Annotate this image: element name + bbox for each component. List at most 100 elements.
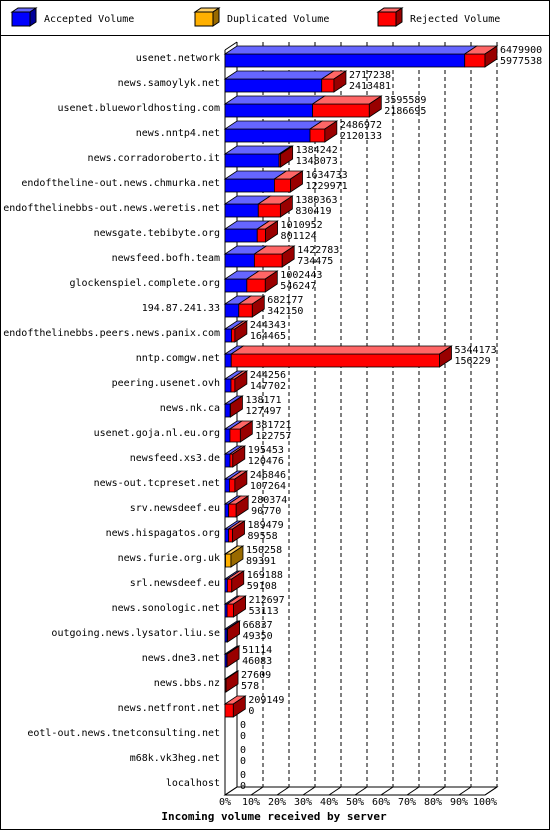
bar-segment	[224, 503, 230, 518]
total-label: 3595589	[384, 95, 426, 106]
bar-segment	[224, 228, 258, 243]
bar-segment	[231, 328, 236, 343]
category-label: news.hispagatos.org	[106, 528, 220, 539]
category-label: news.furie.org.uk	[118, 553, 220, 564]
accepted-label: 147702	[250, 381, 286, 392]
bar-segment	[224, 303, 240, 318]
x-tick-label: 30%	[294, 797, 312, 808]
accepted-label: 122757	[255, 431, 291, 442]
bar-segment	[257, 203, 281, 218]
bar-side	[279, 195, 293, 218]
bar-segment	[312, 103, 370, 118]
bar-side	[232, 695, 246, 718]
category-label: usenet.network	[136, 53, 220, 64]
category-label: news.nntp4.net	[136, 128, 220, 139]
category-label: newsfeed.bofh.team	[112, 253, 220, 264]
bar-side	[484, 45, 498, 68]
total-label: 169188	[247, 570, 283, 581]
accepted-label: 90770	[251, 506, 281, 517]
total-label: 0	[240, 745, 246, 756]
bar-side	[368, 95, 382, 118]
accepted-label: 2413481	[349, 81, 391, 92]
bar-segment	[238, 303, 253, 318]
bar-segment	[224, 178, 275, 193]
x-tick-label: 60%	[372, 797, 390, 808]
category-label: news.bbs.nz	[154, 678, 220, 689]
bar-segment	[224, 78, 323, 93]
total-label: 2486972	[340, 120, 382, 131]
total-label: 51114	[242, 645, 272, 656]
x-axis-label: Incoming volume received by server	[161, 810, 387, 823]
bar-segment	[224, 328, 232, 343]
x-tick-label: 0%	[219, 797, 231, 808]
legend-swatch-side	[29, 7, 37, 27]
category-label: nntp.comgw.net	[136, 353, 220, 364]
accepted-label: 2120133	[340, 131, 382, 142]
total-label: 1384242	[296, 145, 338, 156]
accepted-label: 578	[241, 681, 259, 692]
x-tick-label: 80%	[424, 797, 442, 808]
bar-side	[280, 145, 294, 168]
accepted-label: 546247	[280, 281, 316, 292]
bar-segment	[224, 253, 255, 268]
bar-side	[234, 470, 248, 493]
bar-side	[232, 520, 245, 543]
total-label: 0	[240, 720, 246, 731]
bar-side	[281, 245, 295, 268]
bar-segment	[224, 353, 232, 368]
accepted-label: 830419	[295, 206, 331, 217]
total-label: 5344173	[455, 345, 497, 356]
accepted-label: 1348073	[296, 156, 338, 167]
legend-swatch	[11, 11, 31, 27]
category-label: srv.newsdeef.eu	[130, 503, 220, 514]
bar-segment-top	[223, 95, 326, 105]
bar-side	[333, 70, 347, 93]
x-tick-label: 100%	[473, 797, 497, 808]
bar-segment	[224, 203, 259, 218]
tick-mark	[432, 786, 446, 796]
category-label: localhost	[166, 778, 220, 789]
total-label: 244256	[250, 370, 286, 381]
bar-segment	[225, 553, 232, 568]
bar-segment	[224, 378, 232, 393]
tick-mark	[354, 786, 368, 796]
category-label: news.netfront.net	[118, 703, 220, 714]
total-label: 381721	[255, 420, 291, 431]
bar-segment	[273, 178, 291, 193]
tick-mark	[250, 786, 264, 796]
category-label: m68k.vk3heg.net	[130, 753, 220, 764]
bar-segment	[224, 103, 314, 118]
accepted-label: 46083	[242, 656, 272, 667]
accepted-label: 0	[240, 731, 246, 742]
bar-segment	[224, 403, 231, 418]
total-label: 1422783	[297, 245, 339, 256]
bar-segment-top	[223, 45, 479, 55]
accepted-label: 127497	[245, 406, 281, 417]
bar-segment	[309, 128, 326, 143]
tick-mark	[458, 786, 472, 796]
bar-segment-top	[223, 70, 336, 80]
category-label: endofthelinebbs-out.news.weretis.net	[3, 203, 220, 214]
bar-segment	[230, 378, 236, 393]
category-label: 194.87.241.33	[142, 303, 220, 314]
total-label: 6479900	[500, 45, 542, 56]
bar-side	[290, 170, 303, 193]
accepted-label: 1229971	[306, 181, 348, 192]
accepted-label: 0	[240, 781, 246, 792]
accepted-label: 156229	[455, 356, 491, 367]
x-tick-label: 70%	[398, 797, 416, 808]
category-label: news.corradoroberto.it	[88, 153, 220, 164]
category-label: endoftheline-out.news.chmurka.net	[21, 178, 220, 189]
bar-segment	[229, 478, 236, 493]
bar-segment	[228, 528, 233, 543]
accepted-label: 0	[248, 706, 254, 717]
bar-side	[264, 270, 278, 293]
total-label: 1010952	[281, 220, 323, 231]
total-label: 212697	[249, 595, 285, 606]
tick-mark	[406, 786, 420, 796]
total-label: 280374	[251, 495, 287, 506]
accepted-label: 342150	[267, 306, 303, 317]
bar-side	[231, 570, 245, 593]
bar-segment	[224, 278, 248, 293]
